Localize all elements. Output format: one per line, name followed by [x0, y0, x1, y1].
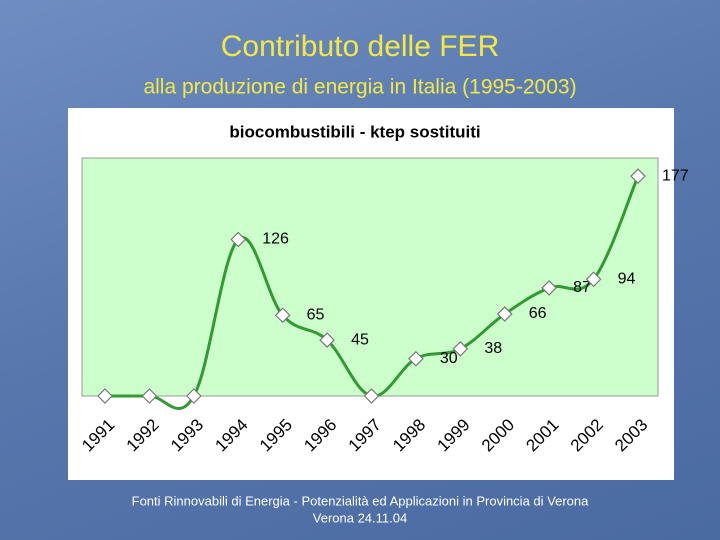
data-point	[630, 168, 646, 184]
data-point	[496, 306, 513, 322]
plot-area	[81, 157, 659, 397]
slide-subtitle: alla produzione di energia in Italia (19…	[143, 76, 576, 99]
footer-line: Verona 24.11.04	[313, 510, 407, 525]
data-point	[185, 388, 202, 404]
data-point	[141, 388, 158, 404]
chart-title: biocombustibili - ktep sostituiti	[229, 122, 480, 141]
data-point	[97, 388, 113, 404]
data-label: 30	[440, 350, 458, 367]
data-label: 66	[529, 305, 547, 322]
data-point	[452, 340, 469, 357]
data-label: 45	[351, 331, 369, 348]
data-label: 87	[573, 279, 591, 296]
data-point	[363, 388, 380, 404]
data-point	[408, 350, 424, 367]
data-label: 126	[262, 231, 289, 248]
data-label: 177	[662, 167, 689, 184]
slide-title: Contributo delle FER	[221, 30, 499, 63]
data-point	[230, 231, 247, 248]
data-label: 94	[618, 270, 636, 287]
data-point	[585, 271, 602, 288]
data-point	[319, 332, 335, 348]
data-point	[541, 280, 558, 296]
data-label: 65	[307, 306, 325, 323]
footer-line: Fonti Rinnovabili di Energia - Potenzial…	[132, 493, 589, 508]
data-label: 38	[484, 340, 502, 357]
data-point	[274, 307, 291, 324]
